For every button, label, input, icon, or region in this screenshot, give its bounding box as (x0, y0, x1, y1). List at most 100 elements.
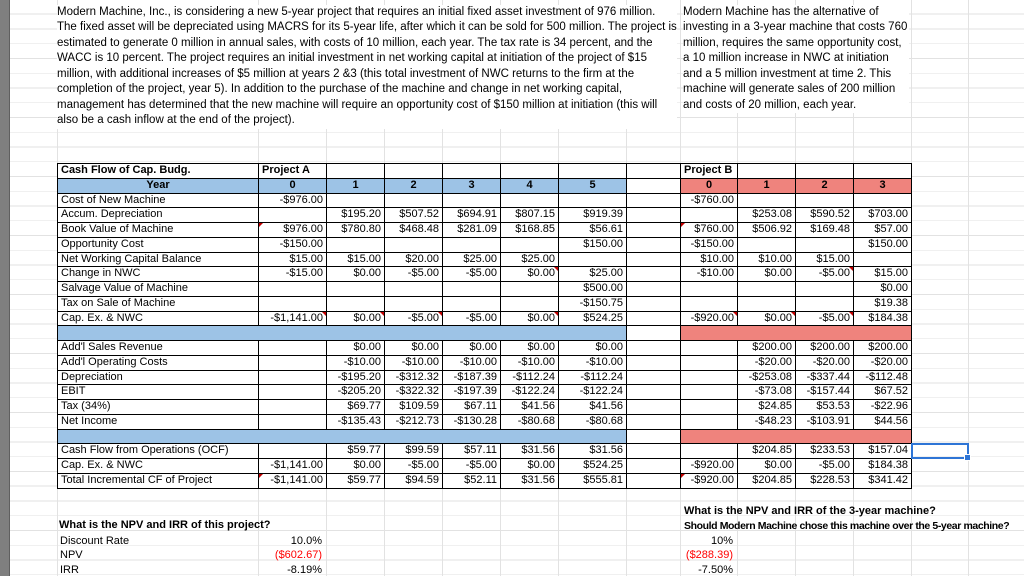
value-cell[interactable]: $157.04 (854, 444, 912, 459)
value-cell[interactable]: -$80.68 (501, 414, 559, 430)
value-cell[interactable] (681, 296, 738, 312)
gap-cell[interactable] (627, 267, 681, 282)
value-cell[interactable]: $807.15 (501, 208, 559, 223)
gap-cell[interactable] (627, 311, 681, 327)
value-cell[interactable]: $184.38 (854, 459, 912, 474)
value-cell[interactable]: -$5.00 (385, 311, 443, 327)
value-cell[interactable]: -$22.96 (854, 400, 912, 415)
irr-value-b[interactable]: -7.50% (698, 564, 733, 576)
value-cell[interactable] (259, 400, 327, 415)
value-cell[interactable]: $204.85 (738, 444, 796, 459)
value-cell[interactable]: $109.59 (385, 400, 443, 415)
value-cell[interactable]: $10.00 (738, 252, 796, 268)
value-cell[interactable]: $0.00 (738, 311, 796, 327)
value-cell[interactable]: -$1,141.00 (259, 473, 327, 489)
value-cell[interactable]: -$20.00 (854, 355, 912, 371)
year-cell[interactable]: 0 (259, 178, 327, 194)
value-cell[interactable]: $0.00 (738, 459, 796, 474)
value-cell[interactable]: -$920.00 (681, 311, 738, 327)
gap-cell[interactable] (627, 208, 681, 223)
gap-cell[interactable] (627, 164, 681, 179)
value-cell[interactable]: -$5.00 (443, 267, 501, 282)
value-cell[interactable] (854, 252, 912, 268)
value-cell[interactable]: -$150.75 (559, 296, 627, 312)
value-cell[interactable]: -$135.43 (327, 414, 385, 430)
row-label-cell[interactable]: Cap. Ex. & NWC (58, 459, 259, 474)
row-label-cell[interactable]: Cap. Ex. & NWC (58, 311, 259, 327)
value-cell[interactable]: $703.00 (854, 208, 912, 223)
irr-value-a[interactable]: -8.19% (287, 564, 322, 576)
value-cell[interactable]: $0.00 (501, 267, 559, 282)
value-cell[interactable]: $24.85 (738, 400, 796, 415)
value-cell[interactable]: -$1,141.00 (259, 311, 327, 327)
cell[interactable] (559, 164, 627, 179)
value-cell[interactable] (259, 385, 327, 400)
gap-cell[interactable] (627, 459, 681, 474)
value-cell[interactable]: -$10.00 (501, 355, 559, 371)
value-cell[interactable]: $59.77 (327, 444, 385, 459)
value-cell[interactable] (259, 355, 327, 371)
value-cell[interactable]: $31.56 (559, 444, 627, 459)
value-cell[interactable] (681, 341, 738, 356)
row-label-cell[interactable]: Tax (34%) (58, 400, 259, 415)
value-cell[interactable]: $150.00 (854, 237, 912, 253)
value-cell[interactable]: $57.00 (854, 223, 912, 238)
value-cell[interactable]: -$20.00 (796, 355, 854, 371)
value-cell[interactable]: -$103.91 (796, 414, 854, 430)
value-cell[interactable] (681, 414, 738, 430)
cell[interactable] (501, 164, 559, 179)
value-cell[interactable]: $195.20 (327, 208, 385, 223)
value-cell[interactable]: -$112.24 (559, 370, 627, 386)
value-cell[interactable]: -$760.00 (681, 193, 738, 209)
value-cell[interactable]: $0.00 (501, 459, 559, 474)
cell[interactable] (385, 164, 443, 179)
value-cell[interactable] (681, 385, 738, 400)
value-cell[interactable]: $150.00 (559, 237, 627, 253)
value-cell[interactable]: $168.85 (501, 223, 559, 238)
row-label-cell[interactable]: Salvage Value of Machine (58, 282, 259, 297)
year-cell[interactable]: 2 (796, 178, 854, 194)
gap-cell[interactable] (627, 414, 681, 430)
value-cell[interactable]: $41.56 (559, 400, 627, 415)
value-cell[interactable] (385, 237, 443, 253)
value-cell[interactable] (443, 193, 501, 209)
value-cell[interactable] (854, 193, 912, 209)
gap-cell[interactable] (627, 355, 681, 371)
value-cell[interactable]: $200.00 (738, 341, 796, 356)
value-cell[interactable]: $169.48 (796, 223, 854, 238)
value-cell[interactable] (327, 282, 385, 297)
row-label-cell[interactable]: Cash Flow from Operations (OCF) (58, 444, 259, 459)
discount-rate-value-b[interactable]: 10% (710, 534, 733, 547)
row-header-strip[interactable] (0, 0, 10, 576)
value-cell[interactable] (443, 282, 501, 297)
value-cell[interactable] (501, 296, 559, 312)
value-cell[interactable]: $0.00 (327, 267, 385, 282)
value-cell[interactable] (259, 414, 327, 430)
value-cell[interactable]: $760.00 (681, 223, 738, 238)
value-cell[interactable]: $56.61 (559, 223, 627, 238)
value-cell[interactable]: -$10.00 (385, 355, 443, 371)
value-cell[interactable]: $590.52 (796, 208, 854, 223)
value-cell[interactable]: -$15.00 (259, 267, 327, 282)
gap-cell[interactable] (627, 429, 681, 445)
year-cell[interactable]: 2 (385, 178, 443, 194)
value-cell[interactable] (796, 237, 854, 253)
value-cell[interactable]: -$150.00 (259, 237, 327, 253)
value-cell[interactable]: $25.00 (501, 252, 559, 268)
value-cell[interactable] (738, 193, 796, 209)
value-cell[interactable]: $15.00 (259, 252, 327, 268)
value-cell[interactable]: -$195.20 (327, 370, 385, 386)
value-cell[interactable] (501, 237, 559, 253)
cell[interactable] (327, 164, 385, 179)
project-b-header-cell[interactable]: Project B (681, 164, 738, 179)
value-cell[interactable]: $0.00 (501, 311, 559, 327)
value-cell[interactable] (443, 237, 501, 253)
value-cell[interactable] (738, 296, 796, 312)
gap-cell[interactable] (627, 370, 681, 386)
year-cell[interactable]: 1 (327, 178, 385, 194)
row-label-cell[interactable]: EBIT (58, 385, 259, 400)
cell[interactable] (738, 164, 796, 179)
value-cell[interactable]: $500.00 (559, 282, 627, 297)
year-header-cell[interactable]: Year (58, 178, 259, 194)
value-cell[interactable] (259, 444, 327, 459)
